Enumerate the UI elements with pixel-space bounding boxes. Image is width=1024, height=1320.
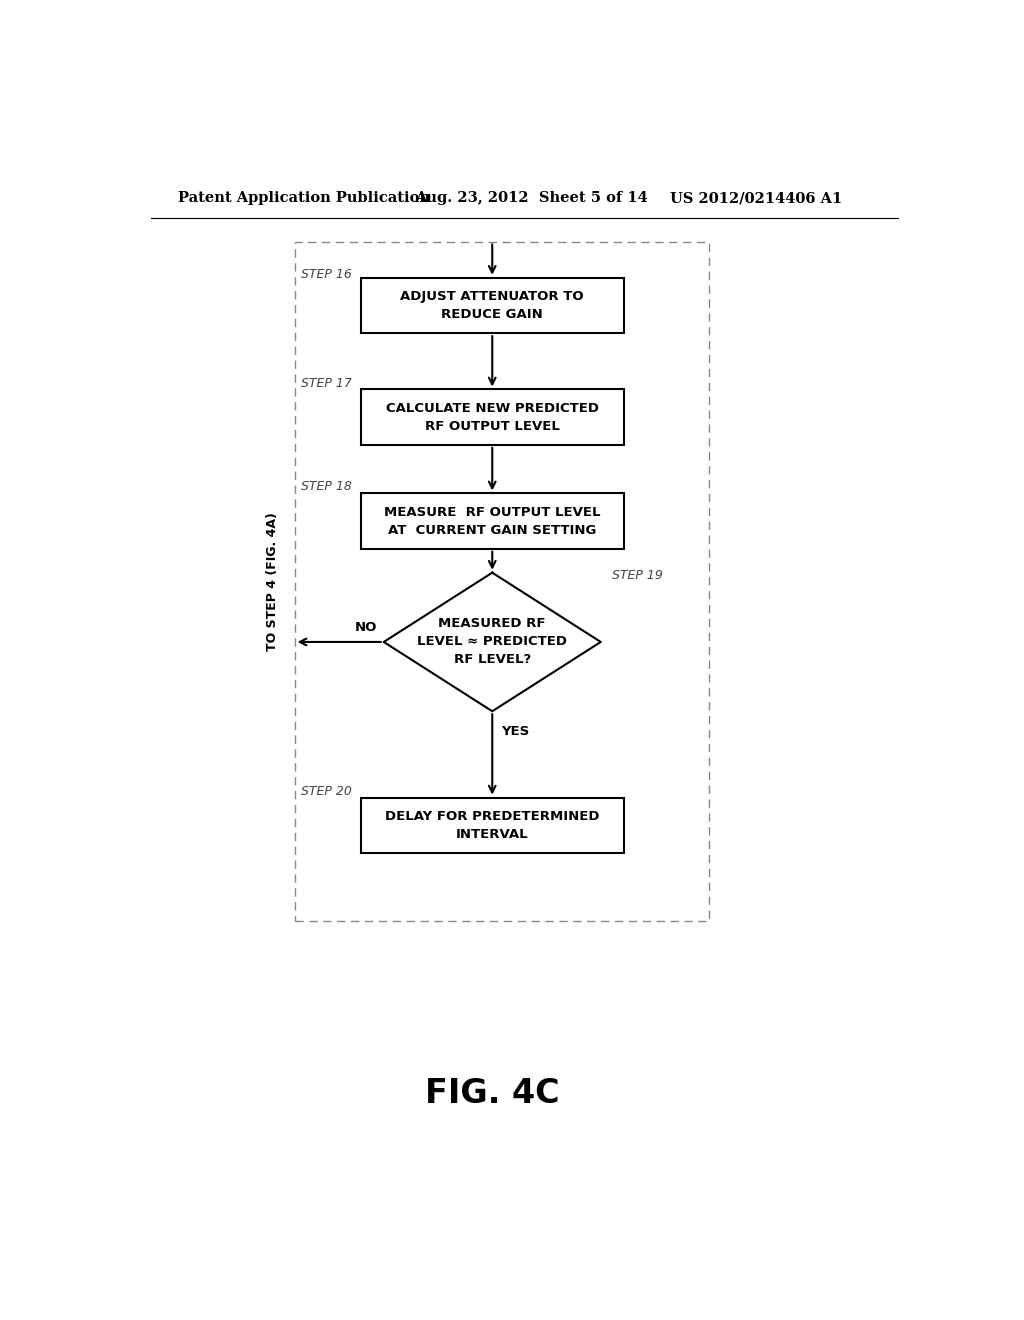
Text: FIG. 4C: FIG. 4C (425, 1077, 559, 1110)
Bar (295, 242, 710, 921)
Text: STEP 19: STEP 19 (612, 569, 664, 582)
Text: ADJUST ATTENUATOR TO
REDUCE GAIN: ADJUST ATTENUATOR TO REDUCE GAIN (400, 290, 584, 321)
Bar (360, 494, 624, 549)
Text: DELAY FOR PREDETERMINED
INTERVAL: DELAY FOR PREDETERMINED INTERVAL (385, 809, 599, 841)
Text: STEP 20: STEP 20 (301, 785, 351, 799)
Text: YES: YES (502, 725, 529, 738)
Bar (360, 389, 624, 445)
Text: US 2012/0214406 A1: US 2012/0214406 A1 (671, 191, 843, 206)
Polygon shape (384, 573, 601, 711)
Text: CALCULATE NEW PREDICTED
RF OUTPUT LEVEL: CALCULATE NEW PREDICTED RF OUTPUT LEVEL (386, 401, 599, 433)
Text: TO STEP 4 (FIG. 4A): TO STEP 4 (FIG. 4A) (266, 512, 280, 651)
Text: MEASURE  RF OUTPUT LEVEL
AT  CURRENT GAIN SETTING: MEASURE RF OUTPUT LEVEL AT CURRENT GAIN … (384, 506, 600, 536)
Text: STEP 16: STEP 16 (301, 268, 351, 281)
Text: NO: NO (355, 622, 378, 635)
Text: Aug. 23, 2012  Sheet 5 of 14: Aug. 23, 2012 Sheet 5 of 14 (415, 191, 647, 206)
Bar (360, 797, 624, 853)
Text: STEP 17: STEP 17 (301, 378, 351, 391)
Text: MEASURED RF
LEVEL ≈ PREDICTED
RF LEVEL?: MEASURED RF LEVEL ≈ PREDICTED RF LEVEL? (417, 618, 567, 667)
Bar (360, 277, 624, 333)
Text: Patent Application Publication: Patent Application Publication (178, 191, 430, 206)
Text: STEP 18: STEP 18 (301, 480, 351, 494)
